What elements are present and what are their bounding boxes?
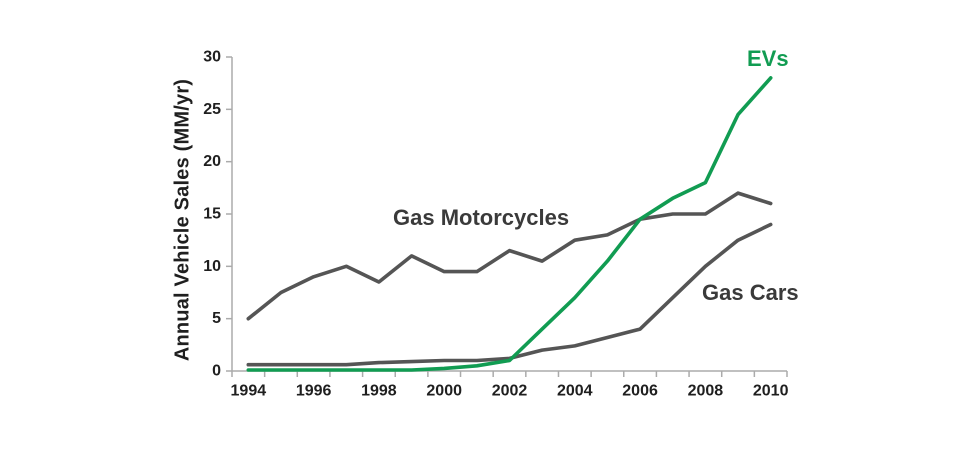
series-line-gas-motorcycles [246,191,773,321]
x-tick-label: 2006 [622,383,658,400]
series-line-gas-cars [246,222,773,367]
x-tick-label: 1998 [361,383,397,400]
x-tick-label: 2002 [492,383,528,400]
series-line-evs [246,76,773,372]
y-tick-label: 15 [203,206,221,223]
x-tick-label: 1996 [296,383,332,400]
y-tick-label: 5 [212,310,221,327]
y-tick-label: 25 [203,101,221,118]
x-tick-label: 2000 [426,383,462,400]
y-tick-label: 0 [212,363,221,380]
x-tick-label: 2008 [688,383,724,400]
y-tick-label: 20 [203,153,221,170]
series-label-evs: EVs [747,46,789,71]
y-tick-label: 30 [203,49,221,66]
x-tick-label: 2004 [557,383,593,400]
series-label-gas-motorcycles: Gas Motorcycles [393,205,570,230]
series-label-gas-cars: Gas Cars [702,280,799,305]
y-axis-title: Annual Vehicle Sales (MM/yr) [171,78,194,362]
x-tick-label: 2010 [753,383,789,400]
x-tick-label: 1994 [231,383,267,400]
y-tick-label: 10 [203,258,221,275]
